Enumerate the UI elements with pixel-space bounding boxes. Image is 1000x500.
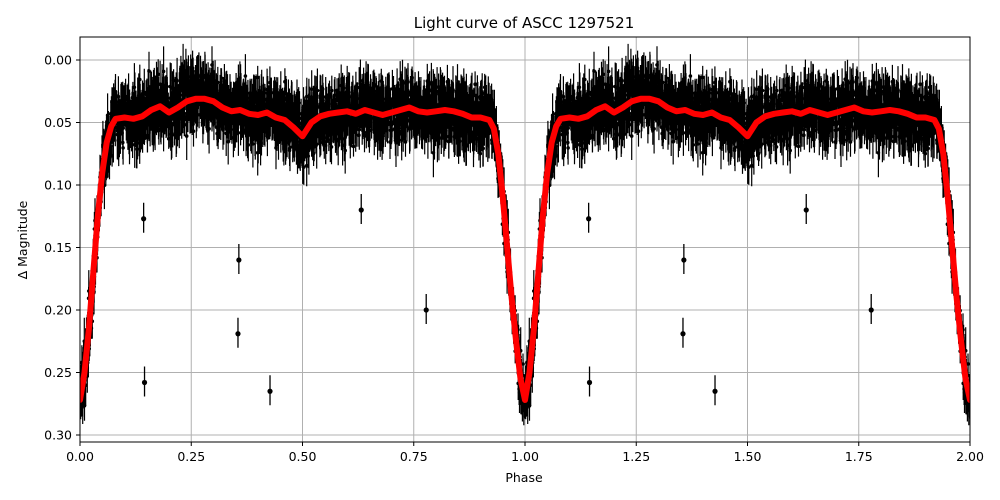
y-axis-ticks: 0.00 0.05 0.10 0.15 0.20 0.25 0.30 [44, 53, 80, 443]
y-tick-label: 0.20 [44, 303, 72, 318]
x-axis-ticks: 0.00 0.25 0.50 0.75 1.00 1.25 1.50 1.75 2.00 [66, 442, 984, 464]
outlier-point [141, 216, 147, 222]
chart-title: Light curve of ASCC 1297521 [414, 14, 635, 32]
outlier-point [423, 307, 429, 313]
y-tick-label: 0.10 [44, 178, 72, 193]
y-tick-label: 0.00 [44, 53, 72, 68]
x-tick-label: 1.00 [511, 449, 539, 464]
outlier-point [235, 331, 241, 337]
y-tick-label: 0.30 [44, 428, 72, 443]
x-tick-label: 0.25 [177, 449, 205, 464]
y-tick-label: 0.25 [44, 365, 72, 380]
data-points [80, 63, 970, 411]
x-tick-label: 0.00 [66, 449, 94, 464]
outlier-point [868, 307, 874, 313]
outlier-point [141, 379, 148, 386]
y-tick-label: 0.15 [44, 240, 72, 255]
x-tick-label: 1.25 [622, 449, 650, 464]
outlier-point [681, 257, 687, 263]
outlier-point [267, 388, 273, 394]
outlier-point [803, 207, 809, 213]
outlier-point [586, 379, 593, 386]
x-tick-label: 1.75 [845, 449, 873, 464]
x-tick-label: 1.50 [734, 449, 762, 464]
model-curve [80, 95, 970, 403]
model-line [80, 95, 970, 403]
x-tick-label: 0.75 [400, 449, 428, 464]
outlier-point [586, 216, 592, 222]
outlier-point [680, 331, 686, 337]
outlier-point [236, 257, 242, 263]
y-tick-label: 0.05 [44, 115, 72, 130]
y-axis-label: Δ Magnitude [15, 200, 30, 279]
outlier-point [358, 207, 364, 213]
x-axis-label: Phase [505, 470, 543, 485]
x-tick-label: 0.50 [289, 449, 317, 464]
x-tick-label: 2.00 [956, 449, 984, 464]
outlier-point [712, 388, 718, 394]
